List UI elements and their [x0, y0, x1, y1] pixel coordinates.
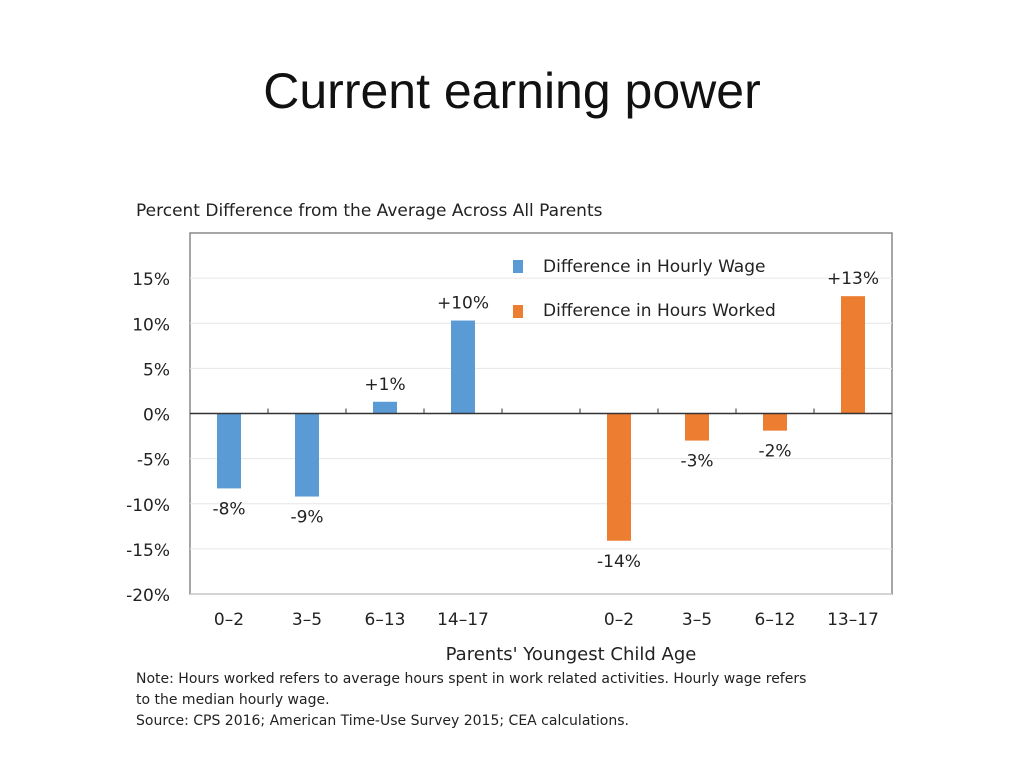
- y-axis-ticks: 15% 10% 5% 0% -5% -10% -15% -20%: [126, 270, 170, 606]
- note-line-1: Note: Hours worked refers to average hou…: [136, 671, 807, 687]
- bar-hours-worked: [841, 296, 865, 414]
- slide-title: Current earning power: [263, 63, 761, 119]
- legend-label-hours-worked: Difference in Hours Worked: [543, 301, 776, 321]
- bar-hourly-wage: [217, 413, 241, 489]
- x-tick-label: 3–5: [292, 610, 322, 630]
- bar-hours-worked: [607, 413, 631, 541]
- y-tick-label: 10%: [132, 315, 170, 335]
- bars: [217, 296, 865, 541]
- data-label: -9%: [290, 508, 323, 528]
- data-label: -8%: [212, 499, 245, 519]
- legend-swatch-hours-worked: [513, 305, 523, 318]
- bar-hourly-wage: [295, 413, 319, 497]
- legend-label-hourly-wage: Difference in Hourly Wage: [543, 257, 765, 277]
- y-tick-label: -20%: [126, 586, 170, 606]
- data-label: +10%: [437, 294, 489, 314]
- bar-hourly-wage: [451, 320, 475, 414]
- data-label: -3%: [680, 452, 713, 472]
- source-line: Source: CPS 2016; American Time-Use Surv…: [136, 713, 629, 729]
- data-labels: -8% -9% +1% +10% -14% -3% -2% +13%: [212, 269, 879, 572]
- x-tick-label: 14–17: [437, 610, 489, 630]
- x-tick-label: 0–2: [604, 610, 634, 630]
- x-tick-label: 6–13: [365, 610, 406, 630]
- y-tick-label: 0%: [143, 406, 170, 426]
- note-line-2: to the median hourly wage.: [136, 692, 330, 708]
- legend: Difference in Hourly Wage Difference in …: [513, 257, 776, 321]
- legend-swatch-hourly-wage: [513, 260, 523, 273]
- data-label: +1%: [364, 375, 405, 395]
- data-label: -2%: [758, 442, 791, 462]
- y-tick-label: -10%: [126, 496, 170, 516]
- x-tick-label: 0–2: [214, 610, 244, 630]
- y-tick-label: 5%: [143, 360, 170, 380]
- x-tick-label: 6–12: [755, 610, 796, 630]
- x-tick-label: 13–17: [827, 610, 879, 630]
- bar-hours-worked: [763, 413, 787, 431]
- chart-title: Percent Difference from the Average Acro…: [136, 201, 603, 221]
- bar-hours-worked: [685, 413, 709, 441]
- y-tick-label: -15%: [126, 541, 170, 561]
- data-label: +13%: [827, 269, 879, 289]
- y-tick-label: 15%: [132, 270, 170, 290]
- x-tick-label: 3–5: [682, 610, 712, 630]
- notes-block: Note: Hours worked refers to average hou…: [136, 669, 896, 732]
- grid-lines: [190, 277, 892, 595]
- x-axis-label: Parents' Youngest Child Age: [446, 644, 697, 665]
- data-label: -14%: [597, 552, 641, 572]
- x-axis-ticks: 0–2 3–5 6–13 14–17 0–2 3–5 6–12 13–17: [214, 408, 879, 630]
- bar-hourly-wage: [373, 401, 397, 414]
- y-tick-label: -5%: [137, 451, 170, 471]
